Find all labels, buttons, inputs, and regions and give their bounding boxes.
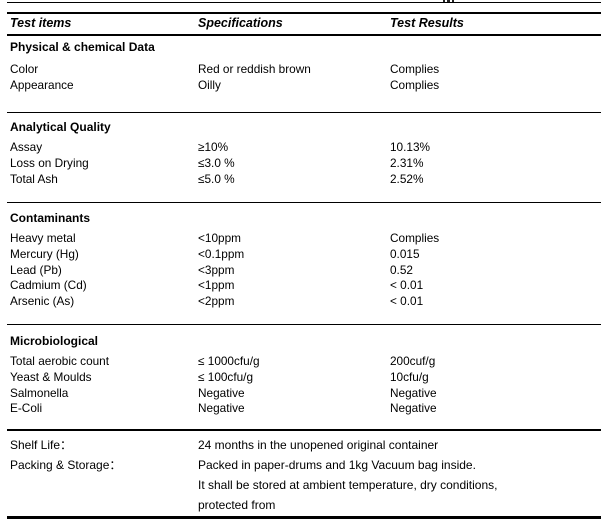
table-row: Loss on Drying ≤3.0 % 2.31% xyxy=(0,156,608,172)
specification-value: Negative xyxy=(198,401,245,416)
test-item-label: Loss on Drying xyxy=(10,155,89,170)
table-row: Salmonella Negative Negative xyxy=(0,386,608,402)
table-row: Yeast & Moulds ≤ 100cfu/g 10cfu/g xyxy=(0,370,608,386)
test-result-value: 0.52 xyxy=(390,262,413,277)
packing-storage-row: Packing & Storage： Packed in paper-drums… xyxy=(0,457,608,477)
packing-storage-line: It shall be stored at ambient temperatur… xyxy=(198,478,498,492)
section-contaminants: Contaminants Heavy metal <10ppm Complies… xyxy=(0,211,608,310)
table-row: Arsenic (As) <2ppm < 0.01 xyxy=(0,294,608,310)
table-row: Cadmium (Cd) <1ppm < 0.01 xyxy=(0,278,608,294)
specification-value: Oilly xyxy=(198,77,221,92)
specification-value: <0.1ppm xyxy=(198,246,245,261)
specification-value: Negative xyxy=(198,385,245,400)
specification-value: <10ppm xyxy=(198,231,241,245)
column-header-test-results: Test Results xyxy=(390,16,464,30)
divider-top-thin xyxy=(7,2,601,3)
test-item-label: Lead (Pb) xyxy=(10,262,62,277)
test-result-value: 2.52% xyxy=(390,171,424,186)
test-result-value: Complies xyxy=(390,62,440,76)
specification-value: <3ppm xyxy=(198,262,235,277)
test-item-label: Appearance xyxy=(10,77,74,92)
test-result-value: 200cuf/g xyxy=(390,354,436,368)
specification-value: Red or reddish brown xyxy=(198,62,311,76)
test-item-label: Mercury (Hg) xyxy=(10,246,79,261)
test-item-label: Heavy metal xyxy=(10,231,76,245)
test-result-value: 10cfu/g xyxy=(390,369,429,384)
specification-value: <1ppm xyxy=(198,278,235,293)
section-title: Analytical Quality xyxy=(10,120,111,134)
table-row: E-Coli Negative Negative xyxy=(0,401,608,417)
test-item-label: Yeast & Moulds xyxy=(10,369,92,384)
section-title: Physical & chemical Data xyxy=(10,40,155,54)
divider-below-header xyxy=(7,34,601,36)
packing-storage-line: protected from xyxy=(198,498,276,512)
table-row: Color Red or reddish brown Complies xyxy=(0,62,608,78)
section-title: Contaminants xyxy=(10,211,91,225)
divider-section xyxy=(7,112,601,113)
packing-storage-row: protected from xyxy=(0,497,608,517)
test-result-value: < 0.01 xyxy=(390,294,424,309)
specification-value: ≤5.0 % xyxy=(198,171,235,186)
test-item-label: Arsenic (As) xyxy=(10,294,75,309)
test-item-label: E-Coli xyxy=(10,401,43,416)
section-microbiological: Microbiological Total aerobic count ≤ 10… xyxy=(0,334,608,417)
section-physical-chemical: Physical & chemical Data Color Red or re… xyxy=(0,40,608,94)
specification-value: ≤ 100cfu/g xyxy=(198,369,254,384)
table-row: Mercury (Hg) <0.1ppm 0.015 xyxy=(0,247,608,263)
test-result-value: Complies xyxy=(390,231,440,245)
section-title: Microbiological xyxy=(10,334,99,348)
table-header-row: Test items Specifications Test Results xyxy=(0,16,608,32)
test-item-label: Total Ash xyxy=(10,171,58,186)
specification-value: <2ppm xyxy=(198,294,235,309)
divider-section xyxy=(7,324,601,325)
divider-bottom-thick xyxy=(7,516,601,519)
packing-storage-row: It shall be stored at ambient temperatur… xyxy=(0,477,608,497)
test-result-value: Complies xyxy=(390,77,440,92)
column-header-test-items: Test items xyxy=(10,16,72,30)
test-result-value: 10.13% xyxy=(390,140,431,154)
test-item-label: Total aerobic count xyxy=(10,354,110,368)
footer-info-block: Shelf Life： 24 months in the unopened or… xyxy=(0,437,608,517)
test-result-value: Negative xyxy=(390,385,437,400)
test-item-label: Cadmium (Cd) xyxy=(10,278,87,293)
test-item-label: Assay xyxy=(10,140,43,154)
specification-value: ≤ 1000cfu/g xyxy=(198,354,260,368)
packing-storage-line: Packed in paper-drums and 1kg Vacuum bag… xyxy=(198,458,476,472)
test-result-value: < 0.01 xyxy=(390,278,424,293)
test-result-value: Negative xyxy=(390,401,437,416)
packing-storage-label: Packing & Storage： xyxy=(10,458,122,472)
shelf-life-label: Shelf Life： xyxy=(10,438,73,452)
shelf-life-value: 24 months in the unopened original conta… xyxy=(198,438,439,452)
table-row: Total Ash ≤5.0 % 2.52% xyxy=(0,172,608,188)
divider-footer xyxy=(7,429,601,431)
table-row: Heavy metal <10ppm Complies xyxy=(0,231,608,247)
section-analytical-quality: Analytical Quality Assay ≥10% 10.13% Los… xyxy=(0,120,608,187)
specification-value: ≤3.0 % xyxy=(198,155,235,170)
specification-value: ≥10% xyxy=(198,140,229,154)
column-header-specifications: Specifications xyxy=(198,16,283,30)
cut-off-text-fragment xyxy=(443,0,454,2)
test-item-label: Color xyxy=(10,62,39,76)
table-row: Appearance Oilly Complies xyxy=(0,78,608,94)
table-row: Assay ≥10% 10.13% xyxy=(0,140,608,156)
test-item-label: Salmonella xyxy=(10,385,69,400)
test-result-value: 0.015 xyxy=(390,246,420,261)
table-row: Total aerobic count ≤ 1000cfu/g 200cuf/g xyxy=(0,354,608,370)
shelf-life-row: Shelf Life： 24 months in the unopened or… xyxy=(0,437,608,457)
divider-top-thick xyxy=(7,12,601,14)
test-result-value: 2.31% xyxy=(390,155,424,170)
divider-section xyxy=(7,202,601,203)
table-row: Lead (Pb) <3ppm 0.52 xyxy=(0,263,608,279)
